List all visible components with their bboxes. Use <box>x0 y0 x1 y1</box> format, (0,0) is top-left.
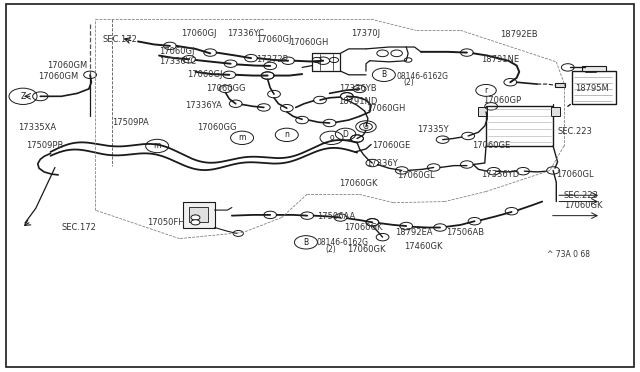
Text: 18795M: 18795M <box>575 84 609 93</box>
Text: SEC.172: SEC.172 <box>61 223 96 232</box>
Text: 17060GK: 17060GK <box>339 179 378 187</box>
Bar <box>582 65 606 71</box>
Bar <box>572 71 616 105</box>
Text: B: B <box>303 238 308 247</box>
Text: 17336YA: 17336YA <box>184 101 221 110</box>
Text: 17060GK: 17060GK <box>564 201 602 210</box>
Bar <box>478 107 487 116</box>
Text: Z: Z <box>20 92 26 101</box>
Text: D: D <box>342 129 349 139</box>
Circle shape <box>191 215 200 220</box>
Text: 18792EB: 18792EB <box>500 29 538 39</box>
Text: o: o <box>329 133 334 142</box>
Text: 17060GE: 17060GE <box>372 141 411 151</box>
Text: 17336YC: 17336YC <box>159 57 196 66</box>
Text: 17336YD: 17336YD <box>481 170 519 179</box>
Text: n: n <box>284 130 289 140</box>
Text: 17060GG: 17060GG <box>197 123 237 132</box>
Circle shape <box>404 58 412 62</box>
Text: 17060GM: 17060GM <box>38 72 78 81</box>
Text: 17060GM: 17060GM <box>47 61 87 70</box>
Text: m: m <box>239 133 246 142</box>
Text: r: r <box>484 86 488 95</box>
Text: 17506AA: 17506AA <box>317 212 355 221</box>
Bar <box>189 207 208 222</box>
Text: m: m <box>154 141 161 151</box>
Text: (2): (2) <box>403 78 414 87</box>
Circle shape <box>391 50 403 57</box>
Text: 17060GL: 17060GL <box>556 170 594 179</box>
Text: 17060GH: 17060GH <box>289 38 329 47</box>
Text: 17372P: 17372P <box>256 55 288 64</box>
Text: 08146-6162G: 08146-6162G <box>317 238 369 247</box>
Text: (2): (2) <box>325 244 336 253</box>
Text: SEC.223: SEC.223 <box>564 191 599 200</box>
Text: 18791NE: 18791NE <box>481 55 519 64</box>
Circle shape <box>312 57 321 62</box>
Text: G: G <box>363 122 369 131</box>
Text: 17509PB: 17509PB <box>26 141 63 151</box>
Text: 17460GK: 17460GK <box>404 241 443 250</box>
Text: 17060GJ: 17060GJ <box>187 70 223 79</box>
Text: 17336YC: 17336YC <box>227 29 264 38</box>
Text: 17335XA: 17335XA <box>19 123 57 132</box>
Text: B: B <box>381 70 387 79</box>
Text: 17509PA: 17509PA <box>113 118 149 127</box>
Circle shape <box>191 220 200 225</box>
Text: 17060GJ: 17060GJ <box>180 29 216 38</box>
Text: 18791ND: 18791ND <box>338 97 377 106</box>
Bar <box>486 106 553 146</box>
Text: 17060GJ: 17060GJ <box>159 47 195 56</box>
Text: 17060GP: 17060GP <box>483 96 521 105</box>
Bar <box>182 202 214 228</box>
Text: 18792EA: 18792EA <box>396 228 433 237</box>
Text: SEC.172: SEC.172 <box>103 35 138 44</box>
Text: 17060GK: 17060GK <box>344 223 383 232</box>
Circle shape <box>330 57 339 62</box>
Text: 17060GH: 17060GH <box>366 104 405 113</box>
Circle shape <box>233 231 243 236</box>
Text: 17506AB: 17506AB <box>447 228 484 237</box>
Bar <box>555 83 565 87</box>
Text: 17060GL: 17060GL <box>397 171 435 180</box>
Text: SEC.223: SEC.223 <box>557 126 593 136</box>
Text: 17050FH: 17050FH <box>148 218 185 227</box>
Circle shape <box>377 50 388 57</box>
Text: 08146-6162G: 08146-6162G <box>397 72 449 81</box>
Text: 17060GE: 17060GE <box>472 141 510 151</box>
Text: 17060GK: 17060GK <box>347 244 385 253</box>
Text: 17060GG: 17060GG <box>206 84 246 93</box>
Text: 17370J: 17370J <box>351 29 380 38</box>
Text: ^ 73A 0 68: ^ 73A 0 68 <box>547 250 589 259</box>
Text: 17335Y: 17335Y <box>417 125 449 134</box>
Text: 17060GJ: 17060GJ <box>256 35 292 44</box>
Text: 17336Y: 17336Y <box>366 158 397 167</box>
Text: 17336YB: 17336YB <box>339 84 377 93</box>
Bar <box>551 107 560 116</box>
